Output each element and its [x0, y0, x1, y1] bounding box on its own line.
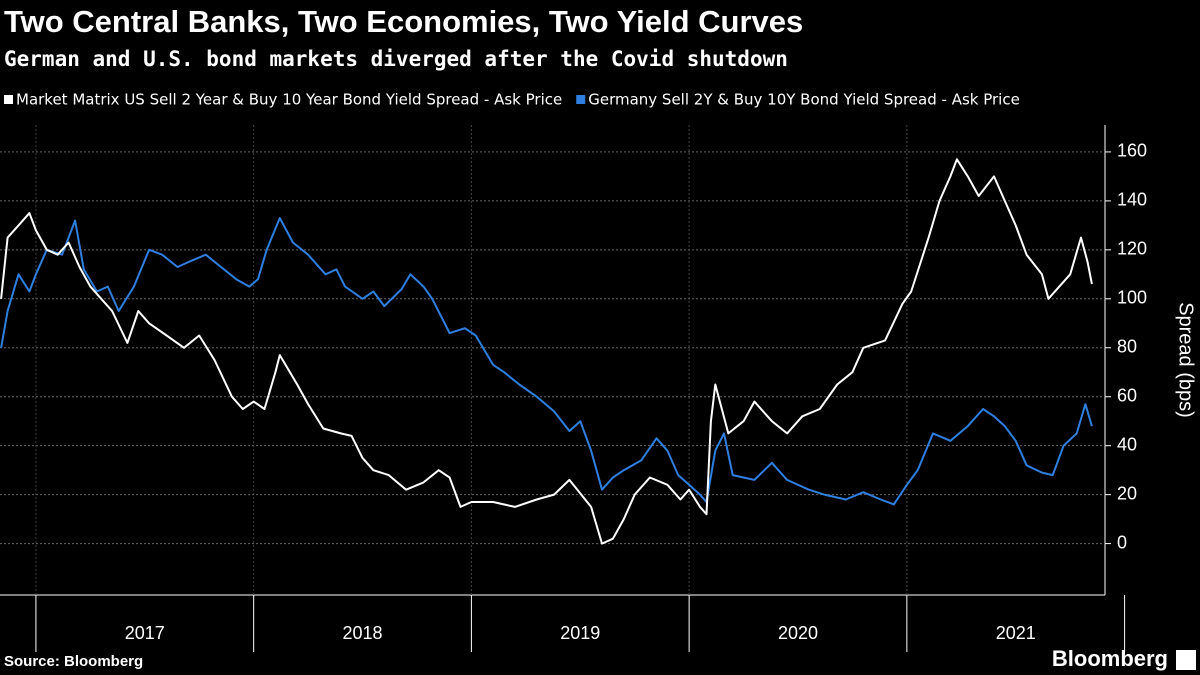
x-tick-label: 2019	[560, 623, 600, 643]
chart-subtitle: German and U.S. bond markets diverged af…	[4, 47, 788, 71]
y-tick-label: 40	[1117, 434, 1137, 454]
legend-swatch	[576, 95, 586, 104]
series-line	[0, 158, 1093, 545]
series-line	[0, 217, 1093, 506]
chart-title: Two Central Banks, Two Economies, Two Yi…	[4, 4, 803, 39]
x-tick-label: 2017	[125, 623, 165, 643]
y-tick-label: 0	[1117, 532, 1127, 552]
x-tick-label: 2018	[343, 623, 383, 643]
y-tick-label: 140	[1117, 190, 1147, 210]
y-tick-label: 80	[1117, 337, 1137, 357]
x-tick-label: 2021	[996, 623, 1036, 643]
x-tick-label: 2020	[778, 623, 818, 643]
legend-label: Germany Sell 2Y & Buy 10Y Bond Yield Spr…	[588, 91, 1020, 109]
y-tick-label: 160	[1117, 141, 1147, 161]
brand: Bloomberg	[1052, 646, 1168, 671]
y-tick-label: 120	[1117, 239, 1147, 259]
legend-swatch	[4, 95, 13, 104]
y-axis-label: Spread (bps)	[1175, 302, 1197, 418]
y-tick-label: 20	[1117, 483, 1137, 503]
source: Source: Bloomberg	[4, 653, 143, 670]
y-tick-label: 60	[1117, 385, 1137, 405]
brand-icon	[1176, 650, 1196, 670]
y-tick-label: 100	[1117, 288, 1147, 308]
legend-label: Market Matrix US Sell 2 Year & Buy 10 Ye…	[16, 91, 562, 109]
